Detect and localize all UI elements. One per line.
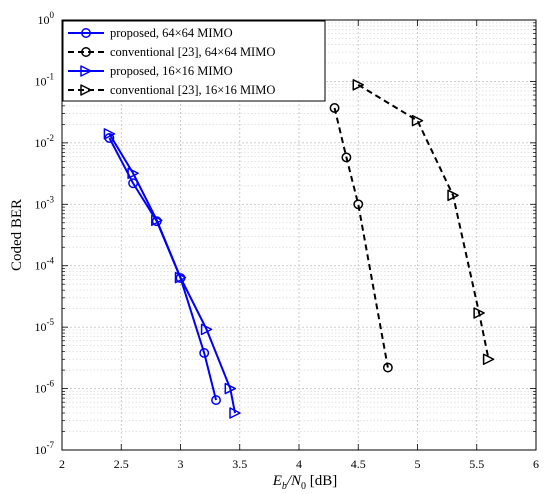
- series-4: [352, 79, 495, 366]
- data-point: [411, 114, 424, 127]
- y-tick-label: 10-6: [35, 379, 55, 396]
- series-line: [357, 83, 490, 360]
- x-tick-label: 4: [296, 457, 302, 471]
- data-point: [382, 362, 393, 373]
- data-point: [224, 382, 237, 395]
- x-tick-labels: 2 2.5 3 3.5 4 4.5 5 5.5 6: [59, 457, 539, 471]
- data-point: [211, 395, 222, 406]
- x-axis-label: Eb/N0 [dB]: [272, 473, 338, 492]
- legend-marker: [81, 47, 91, 57]
- legend-marker: [81, 28, 91, 38]
- x-tick-label: 2: [59, 457, 65, 471]
- y-tick-label: 10-1: [35, 71, 55, 88]
- legend-entry: proposed, 16×16 MIMO: [68, 64, 233, 78]
- data-point: [352, 79, 364, 91]
- data-point: [174, 271, 187, 284]
- data-point: [329, 103, 340, 113]
- y-axis-label: Coded BER: [9, 199, 25, 271]
- legend-entry: conventional [23], 16×16 MIMO: [68, 83, 275, 97]
- data-point: [482, 353, 495, 366]
- x-tick-label: 6: [533, 457, 539, 471]
- x-tick-label: 5.5: [469, 457, 484, 471]
- data-point: [200, 323, 213, 336]
- y-tick-label: 10-7: [35, 440, 55, 457]
- series-2: [329, 103, 393, 373]
- y-tick-labels: 10-7 10-6 10-5 10-4 10-3 10-2 10-1 100: [35, 10, 55, 457]
- series-3: [103, 128, 241, 419]
- data-point: [473, 307, 485, 319]
- data-point: [447, 189, 459, 202]
- legend-entry: proposed, 64×64 MIMO: [68, 26, 233, 40]
- data-point: [103, 128, 116, 140]
- series-layer: [103, 79, 495, 419]
- legend-label: proposed, 64×64 MIMO: [110, 26, 233, 40]
- legend-label: proposed, 16×16 MIMO: [110, 64, 233, 78]
- y-tick-label: 10-2: [35, 133, 55, 150]
- series-line: [108, 133, 236, 414]
- data-point: [341, 152, 352, 163]
- legend-label: conventional [23], 16×16 MIMO: [110, 83, 275, 97]
- x-tick-label: 3.5: [232, 457, 247, 471]
- series-line: [333, 107, 389, 368]
- x-tick-label: 5: [415, 457, 421, 471]
- legend-box: [62, 20, 326, 102]
- x-tick-label: 3: [178, 457, 184, 471]
- legend-label: conventional [23], 64×64 MIMO: [110, 45, 275, 59]
- y-tick-label: 10-3: [35, 194, 55, 211]
- data-point: [127, 167, 139, 180]
- legend: proposed, 64×64 MIMO conventional [23], 6…: [62, 20, 326, 102]
- legend-marker: [80, 84, 92, 96]
- data-point: [199, 348, 210, 358]
- y-tick-label: 10-4: [35, 256, 55, 273]
- y-tick-label: 100: [38, 10, 55, 27]
- legend-entry: conventional [23], 64×64 MIMO: [68, 45, 275, 59]
- x-tick-label: 4.5: [351, 457, 366, 471]
- x-tick-label: 2.5: [114, 457, 129, 471]
- data-point: [151, 214, 163, 226]
- data-point: [353, 199, 364, 210]
- data-point: [229, 407, 241, 419]
- legend-marker: [80, 65, 92, 77]
- y-tick-label: 10-5: [35, 317, 55, 334]
